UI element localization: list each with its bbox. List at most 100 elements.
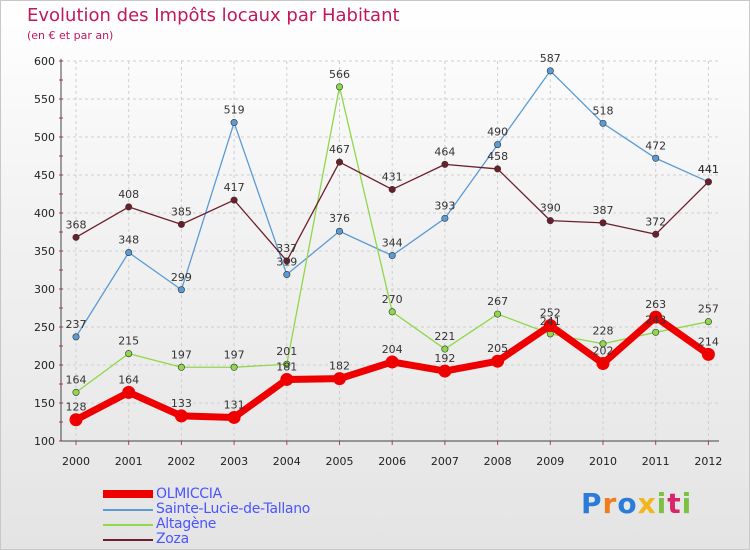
data-point-altag-ne-2010: [599, 340, 607, 348]
data-point-altag-ne-2005: [335, 83, 343, 91]
data-label-altag-ne-2006: 270: [382, 293, 403, 306]
data-point-olmiccia-2010: [596, 356, 610, 370]
data-label-olmiccia-2001: 164: [118, 373, 139, 386]
data-point-zoza-2004: [283, 257, 291, 265]
data-point-zoza-2000: [72, 233, 80, 241]
data-point-zoza-2005: [335, 158, 343, 166]
x-tick-label-2006: 2006: [378, 455, 406, 468]
legend-swatch-sainte-lucie: [103, 509, 153, 511]
data-point-altag-ne-2000: [72, 388, 80, 396]
data-point-olmiccia-2009: [543, 318, 557, 332]
data-label-zoza-2011: 372: [645, 215, 666, 228]
grid-layer: [61, 60, 719, 442]
data-label-sainte-lucie-de-tallano-2008: 490: [487, 126, 508, 139]
legend-label-zoza: Zoza: [156, 531, 189, 547]
y-tick-label-450: 450: [34, 169, 55, 182]
legend-label-altagene: Altagène: [156, 516, 217, 532]
data-label-altag-ne-2008: 267: [487, 295, 508, 308]
data-label-olmiccia-2011: 263: [645, 298, 666, 311]
data-point-altag-ne-2012: [704, 318, 712, 326]
x-tick-label-2004: 2004: [273, 455, 301, 468]
data-point-altag-ne-2002: [177, 363, 185, 371]
data-label-zoza-2012: 441: [698, 163, 719, 176]
data-point-olmiccia-2008: [491, 354, 505, 368]
legend-label-sainte-lucie: Sainte-Lucie-de-Tallano: [156, 501, 311, 517]
data-label-olmiccia-2004: 181: [276, 360, 297, 373]
data-label-zoza-2007: 464: [434, 145, 455, 158]
x-tick-label-2009: 2009: [536, 455, 564, 468]
data-label-olmiccia-2000: 128: [66, 401, 87, 414]
y-tick-label-250: 250: [34, 321, 55, 334]
x-tick-label-2012: 2012: [694, 455, 722, 468]
data-label-altag-ne-2005: 566: [329, 68, 350, 81]
data-point-zoza-2002: [177, 220, 185, 228]
data-label-olmiccia-2012: 214: [698, 335, 719, 348]
data-label-sainte-lucie-de-tallano-2011: 472: [645, 139, 666, 152]
data-point-zoza-2008: [494, 165, 502, 173]
data-label-altag-ne-2002: 197: [171, 348, 192, 361]
data-label-sainte-lucie-de-tallano-2003: 519: [224, 104, 245, 117]
data-label-altag-ne-2004: 201: [276, 345, 297, 358]
data-label-sainte-lucie-de-tallano-2012: 441: [698, 163, 719, 176]
data-point-zoza-2006: [388, 185, 396, 193]
data-point-zoza-2012: [704, 178, 712, 186]
data-point-sainte-lucie-de-tallano-2002: [177, 286, 185, 294]
data-label-zoza-2000: 368: [66, 218, 87, 231]
data-label-olmiccia-2010: 202: [593, 344, 614, 357]
data-point-sainte-lucie-de-tallano-2008: [494, 141, 502, 149]
data-point-altag-ne-2008: [494, 310, 502, 318]
y-tick-label-100: 100: [34, 435, 55, 448]
data-label-sainte-lucie-de-tallano-2004: 319: [276, 256, 297, 269]
data-label-altag-ne-2001: 215: [118, 335, 139, 348]
data-point-altag-ne-2004: [283, 360, 291, 368]
data-label-sainte-lucie-de-tallano-2002: 299: [171, 271, 192, 284]
data-point-altag-ne-2006: [388, 308, 396, 316]
data-point-sainte-lucie-de-tallano-2011: [652, 154, 660, 162]
data-point-altag-ne-2007: [441, 345, 449, 353]
legend-swatch-zoza: [103, 539, 153, 541]
data-point-olmiccia-2007: [438, 364, 452, 378]
data-point-sainte-lucie-de-tallano-2005: [335, 227, 343, 235]
logo-letter: i: [681, 487, 693, 520]
y-tick-label-150: 150: [34, 397, 55, 410]
y-tick-label-400: 400: [34, 207, 55, 220]
data-point-altag-ne-2003: [230, 363, 238, 371]
data-point-sainte-lucie-de-tallano-2003: [230, 119, 238, 127]
data-point-olmiccia-2002: [174, 409, 188, 423]
data-point-olmiccia-2001: [122, 385, 136, 399]
legend-label-olmiccia: OLMICCIA: [156, 486, 222, 502]
data-point-olmiccia-2012: [701, 347, 715, 361]
chart-subtitle: (en € et par an): [27, 29, 114, 42]
logo-letter: P: [581, 487, 603, 520]
x-tick-label-2011: 2011: [642, 455, 670, 468]
x-tick-label-2010: 2010: [589, 455, 617, 468]
data-label-zoza-2003: 417: [224, 181, 245, 194]
data-point-sainte-lucie-de-tallano-2004: [283, 271, 291, 279]
data-label-zoza-2005: 467: [329, 143, 350, 156]
data-label-sainte-lucie-de-tallano-2005: 376: [329, 212, 350, 225]
data-label-altag-ne-2003: 197: [224, 348, 245, 361]
y-tick-label-350: 350: [34, 245, 55, 258]
logo-letter: x: [637, 487, 657, 520]
data-label-zoza-2004: 337: [276, 242, 297, 255]
legend-swatch-olmiccia: [103, 490, 153, 498]
data-point-sainte-lucie-de-tallano-2010: [599, 119, 607, 127]
data-point-zoza-2001: [125, 203, 133, 211]
data-label-altag-ne-2012: 257: [698, 303, 719, 316]
data-label-altag-ne-2011: 243: [645, 313, 666, 326]
y-tick-label-500: 500: [34, 131, 55, 144]
data-point-sainte-lucie-de-tallano-2001: [125, 249, 133, 257]
data-label-altag-ne-2007: 221: [434, 330, 455, 343]
y-tick-label-200: 200: [34, 359, 55, 372]
data-label-altag-ne-2010: 228: [593, 325, 614, 338]
logo-letter: t: [667, 487, 682, 520]
data-label-sainte-lucie-de-tallano-2006: 344: [382, 237, 403, 250]
x-tick-label-2001: 2001: [115, 455, 143, 468]
data-label-olmiccia-2005: 182: [329, 360, 350, 373]
data-label-sainte-lucie-de-tallano-2010: 518: [593, 104, 614, 117]
data-label-altag-ne-2000: 164: [66, 373, 87, 386]
data-label-zoza-2009: 390: [540, 202, 561, 215]
data-label-olmiccia-2002: 133: [171, 397, 192, 410]
